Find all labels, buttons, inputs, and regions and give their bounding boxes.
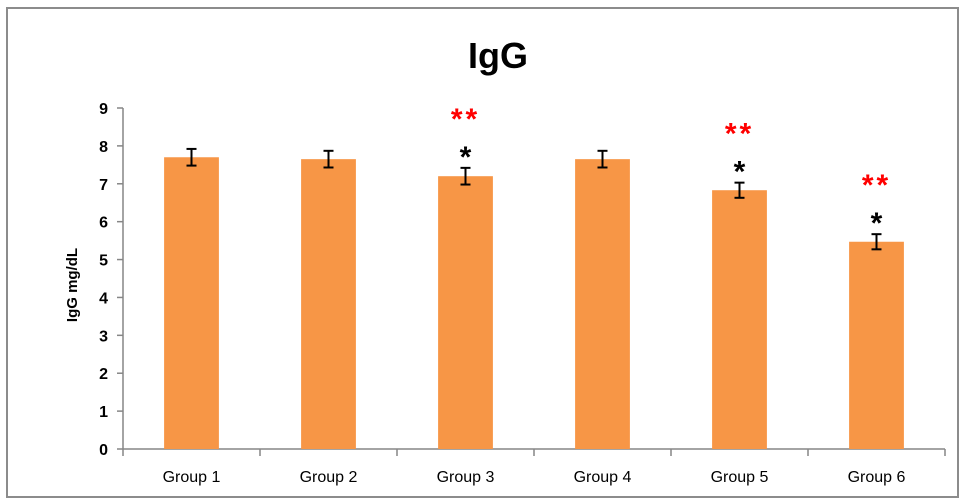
x-tick-label: Group 6 [848, 469, 906, 486]
bar [849, 241, 904, 449]
bar [164, 157, 219, 449]
bar [575, 159, 630, 449]
y-axis-label: IgG mg/dL [64, 248, 81, 322]
bar [712, 190, 767, 450]
significance-marker-red: ** [451, 103, 480, 136]
y-tick-label: 8 [99, 139, 108, 156]
y-tick-label: 1 [99, 404, 108, 421]
y-tick-label: 0 [99, 442, 108, 459]
x-tick-label: Group 5 [711, 469, 769, 486]
y-tick-label: 7 [99, 177, 108, 194]
y-tick-label: 5 [99, 253, 108, 270]
x-tick-label: Group 4 [574, 469, 632, 486]
x-tick-label: Group 2 [300, 469, 358, 486]
x-tick-label: Group 3 [437, 469, 495, 486]
significance-marker-red: ** [725, 118, 754, 151]
significance-marker-black: * [734, 156, 746, 189]
chart-title: IgG [468, 35, 528, 76]
x-tick-label: Group 1 [163, 469, 221, 486]
y-tick-label: 4 [99, 290, 108, 307]
bar [301, 159, 356, 449]
significance-marker-black: * [871, 207, 883, 240]
y-tick-label: 9 [99, 101, 108, 118]
significance-marker-red: ** [862, 169, 891, 202]
significance-marker-black: * [460, 141, 472, 174]
bar [438, 176, 493, 449]
y-tick-label: 6 [99, 215, 108, 232]
y-tick-label: 3 [99, 328, 108, 345]
plot-area: 0 1 2 3 4 5 6 7 8 9 Group 1 Group 2 Group 3 Group 4 Gr… [99, 101, 946, 486]
y-tick-label: 2 [99, 366, 108, 383]
